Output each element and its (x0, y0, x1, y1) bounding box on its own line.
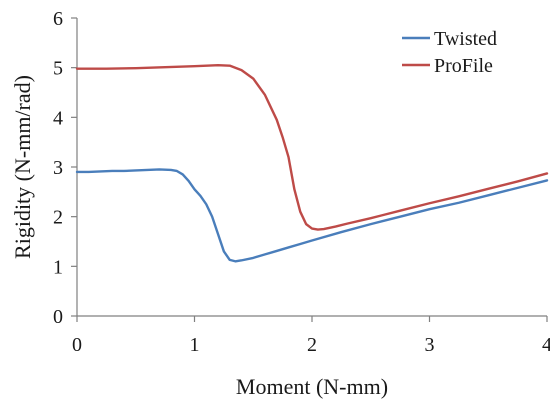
y-tick-label: 4 (53, 107, 63, 129)
series-line-profile (75, 63, 549, 231)
y-tick-label: 3 (53, 157, 63, 179)
y-axis-ticks: 0 1 2 3 4 5 6 (53, 8, 77, 328)
y-tick-label: 2 (53, 207, 63, 229)
series-lines (75, 63, 549, 263)
x-tick-label: 4 (542, 334, 550, 356)
y-tick-label: 5 (53, 58, 63, 80)
y-tick-label: 1 (53, 256, 63, 278)
x-tick-label: 3 (425, 334, 435, 356)
y-tick-label: 0 (53, 306, 63, 328)
x-tick-label: 2 (307, 334, 317, 356)
y-tick-label: 6 (53, 8, 63, 30)
legend-label: Twisted (434, 28, 497, 50)
x-tick-label: 1 (190, 334, 200, 356)
series-line-twisted (75, 168, 549, 263)
y-axis-title: Rigidity (N-mm/rad) (10, 75, 35, 259)
x-axis-ticks: 0 1 2 3 4 (72, 316, 550, 356)
legend: Twisted ProFile (402, 28, 497, 77)
x-axis-title: Moment (N-mm) (236, 374, 388, 399)
legend-label: ProFile (434, 55, 493, 77)
x-tick-label: 0 (72, 334, 82, 356)
